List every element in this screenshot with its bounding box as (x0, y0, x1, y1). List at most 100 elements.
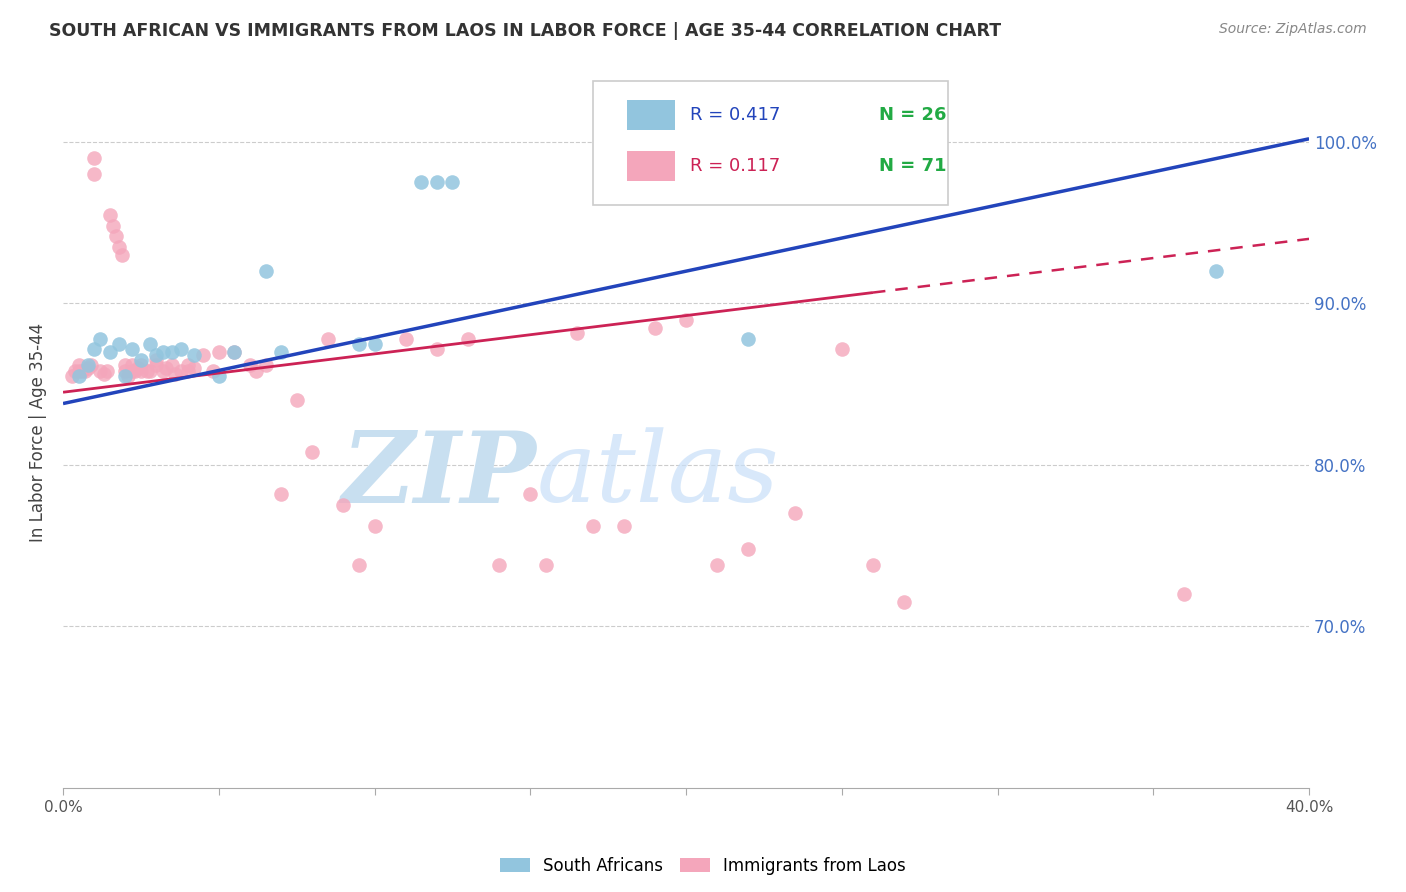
Point (347, 558, 370, 572)
Point (108, 240, 131, 254)
Text: N = 26: N = 26 (879, 106, 946, 124)
Point (83, 167, 105, 181)
Point (201, 364, 224, 378)
Point (114, 358, 136, 372)
Point (121, 358, 143, 372)
Point (111, 248, 134, 262)
Text: Source: ZipAtlas.com: Source: ZipAtlas.com (1219, 22, 1367, 37)
Point (224, 344, 246, 359)
Point (67, 364, 90, 378)
Point (316, 332, 339, 346)
Point (145, 353, 167, 368)
Point (395, 332, 418, 346)
Point (127, 361, 149, 376)
Point (783, 506, 806, 520)
Point (426, 342, 449, 356)
Point (1205, 264, 1227, 278)
Point (675, 312, 697, 326)
Point (155, 361, 177, 376)
Point (254, 358, 277, 372)
Point (737, 541, 759, 556)
Point (60, 369, 83, 384)
Point (65, 364, 87, 378)
Point (98, 344, 121, 359)
Point (706, 558, 728, 572)
Point (152, 344, 174, 359)
Point (183, 348, 205, 362)
Point (101, 219, 124, 233)
Point (108, 336, 131, 351)
Point (270, 487, 292, 501)
Point (96, 364, 118, 378)
Point (77, 358, 100, 372)
Point (457, 332, 479, 346)
Point (208, 369, 231, 384)
Point (332, 498, 354, 512)
Point (89, 332, 111, 346)
Point (254, 264, 277, 278)
Text: ZIP: ZIP (342, 427, 537, 524)
Point (285, 393, 308, 408)
Point (170, 342, 193, 356)
Point (67, 369, 90, 384)
Point (441, 175, 464, 189)
Point (145, 348, 167, 362)
Bar (627, 100, 675, 130)
Point (136, 364, 159, 378)
Point (363, 519, 385, 533)
Point (165, 368, 187, 382)
Point (83, 151, 105, 165)
Point (124, 364, 146, 378)
Point (245, 364, 267, 378)
Point (98, 208, 121, 222)
Point (80, 358, 103, 372)
Point (737, 332, 759, 346)
Point (121, 342, 143, 356)
Point (488, 558, 510, 572)
Point (93, 368, 115, 382)
Point (176, 364, 198, 378)
Point (862, 558, 884, 572)
Point (176, 358, 198, 372)
Point (170, 364, 193, 378)
Bar (627, 152, 675, 181)
Point (893, 595, 915, 609)
Point (363, 336, 385, 351)
Point (114, 364, 136, 378)
Point (121, 364, 143, 378)
Text: SOUTH AFRICAN VS IMMIGRANTS FROM LAOS IN LABOR FORCE | AGE 35-44 CORRELATION CHA: SOUTH AFRICAN VS IMMIGRANTS FROM LAOS IN… (49, 22, 1001, 40)
Point (152, 364, 174, 378)
Point (129, 353, 152, 368)
Point (1173, 587, 1195, 601)
Point (581, 519, 603, 533)
Point (239, 358, 262, 372)
Point (129, 364, 152, 378)
Point (224, 344, 246, 359)
Point (114, 369, 136, 384)
Point (67, 358, 90, 372)
Point (831, 342, 853, 356)
Point (77, 361, 100, 376)
Point (208, 344, 231, 359)
Point (139, 336, 162, 351)
Point (145, 358, 167, 372)
Point (411, 175, 433, 189)
Point (73, 364, 96, 378)
FancyBboxPatch shape (592, 81, 948, 205)
Point (89, 364, 111, 378)
Point (270, 344, 292, 359)
Point (160, 344, 183, 359)
Point (70, 364, 93, 378)
Point (139, 364, 162, 378)
Point (193, 348, 215, 362)
Point (183, 361, 205, 376)
Point (644, 320, 666, 334)
Text: N = 71: N = 71 (879, 157, 946, 175)
Point (426, 175, 449, 189)
Point (117, 369, 139, 384)
Text: R = 0.117: R = 0.117 (690, 157, 780, 175)
Legend: South Africans, Immigrants from Laos: South Africans, Immigrants from Laos (501, 856, 905, 875)
Point (534, 558, 557, 572)
Point (129, 358, 152, 372)
Point (613, 519, 636, 533)
